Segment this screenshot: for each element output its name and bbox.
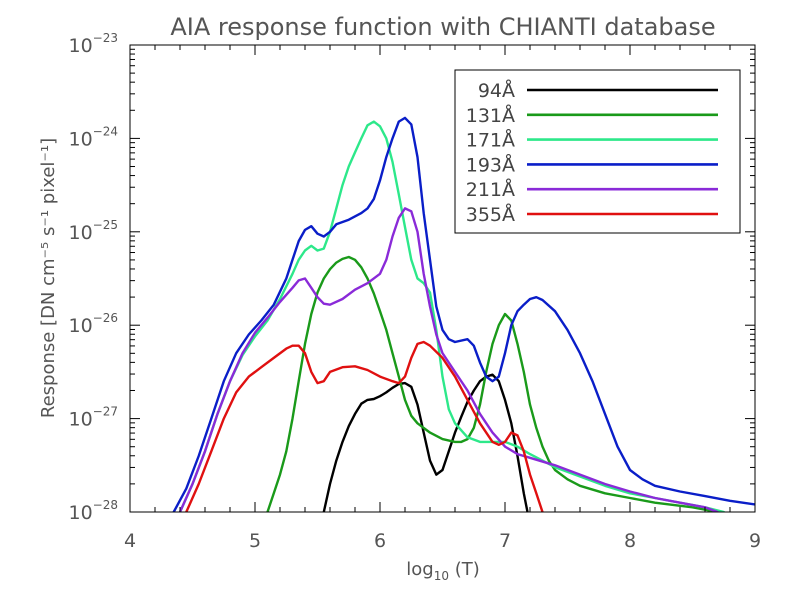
series-line-4 xyxy=(178,207,719,512)
x-label-subscript: 10 xyxy=(434,569,449,583)
chart-title: AIA response function with CHIANTI datab… xyxy=(170,13,715,41)
legend-box xyxy=(454,69,741,234)
series-line-1 xyxy=(266,255,719,512)
legend-label: 193Å xyxy=(466,153,515,176)
legend-label: 94Å xyxy=(478,79,515,102)
x-label-base: log xyxy=(406,559,433,580)
plot-frame xyxy=(129,44,756,513)
y-tick-label: 10−26 xyxy=(68,311,118,337)
x-axis-label: log10 (T) xyxy=(406,559,480,583)
x-tick-label: 5 xyxy=(249,530,261,552)
y-tick-label: 10−27 xyxy=(68,405,118,431)
series-layer xyxy=(172,116,755,512)
y-axis-label: Response [DN cm⁻⁵ s⁻¹ pixel⁻¹] xyxy=(38,138,59,418)
y-tick-label: 10−25 xyxy=(68,218,118,244)
x-tick-label: 6 xyxy=(374,530,386,552)
series-line-3 xyxy=(172,116,755,512)
y-tick-label: 10−23 xyxy=(68,31,118,57)
legend-label: 211Å xyxy=(466,178,515,201)
y-tick-label: 10−28 xyxy=(68,498,118,524)
legend-label: 355Å xyxy=(466,203,515,226)
x-tick-label: 4 xyxy=(124,530,136,552)
series-line-2 xyxy=(178,120,725,512)
x-tick-label: 8 xyxy=(624,530,636,552)
y-tick-label: 10−24 xyxy=(68,124,118,150)
x-tick-label: 7 xyxy=(499,530,511,552)
x-label-rest: (T) xyxy=(449,559,480,580)
axis-ticks: 4 5 6 7 8 9 10−28 10−27 10−26 10−25 10−24 10−23 xyxy=(68,31,761,552)
legend-label: 131Å xyxy=(466,104,515,127)
legend-label: 171Å xyxy=(466,129,515,152)
series-line-5 xyxy=(185,340,544,512)
x-tick-label: 9 xyxy=(749,530,761,552)
